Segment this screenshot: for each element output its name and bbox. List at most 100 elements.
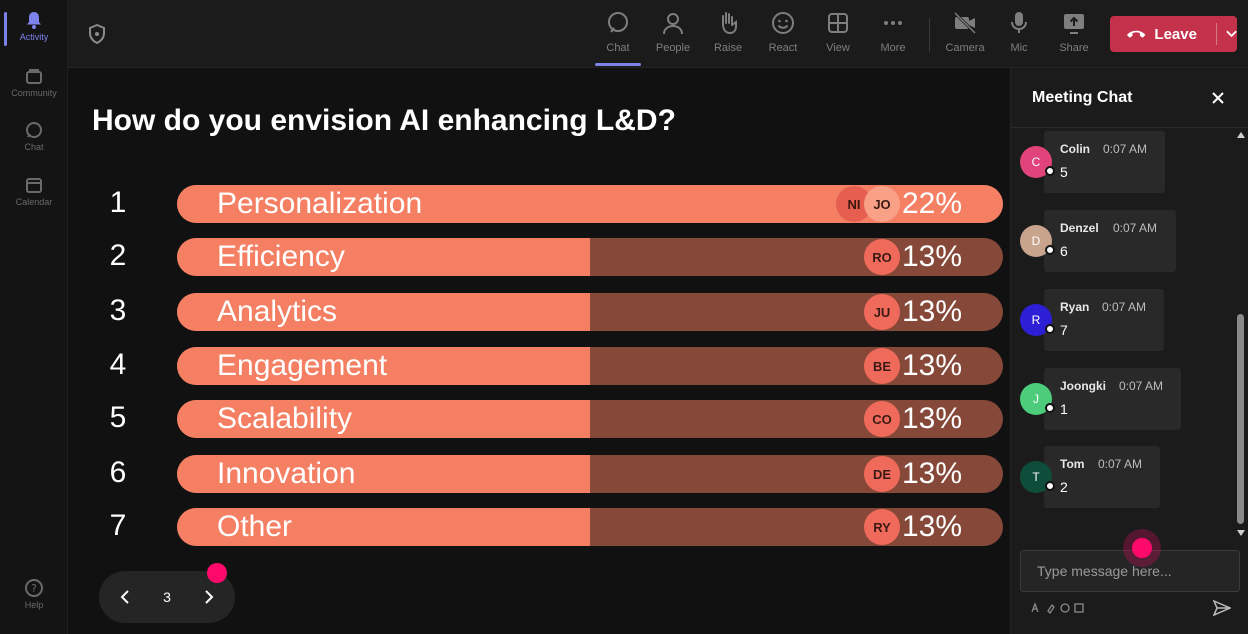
- avatar: RY: [864, 509, 900, 545]
- chat-message[interactable]: Ryan 0:07 AM 7: [1044, 289, 1164, 351]
- toolbar-label: More: [880, 42, 906, 54]
- option-bar: Efficiency RO 13%: [177, 238, 1003, 276]
- chat-message[interactable]: Colin 0:07 AM 5: [1044, 131, 1165, 193]
- avatar[interactable]: D: [1020, 225, 1055, 257]
- chat-message[interactable]: Tom 0:07 AM 2: [1044, 446, 1160, 508]
- toolbar-people-button[interactable]: People: [648, 10, 698, 54]
- toolbar-mic-button[interactable]: Mic: [994, 10, 1044, 54]
- avatar-initial: D: [1031, 234, 1041, 248]
- option-bar-fill: [177, 455, 590, 493]
- avatar[interactable]: T: [1020, 461, 1055, 493]
- format-tools-icon[interactable]: [1031, 602, 1091, 614]
- rail-item-chat[interactable]: Chat: [0, 120, 68, 152]
- poll-option-row: 4 Engagement BE 13%: [68, 347, 1010, 385]
- rail-label: Community: [11, 88, 57, 98]
- shield-icon[interactable]: [88, 24, 106, 44]
- option-percent: 22%: [901, 187, 962, 220]
- scroll-thumb[interactable]: [1237, 314, 1244, 524]
- avatar-initial: T: [1032, 470, 1040, 484]
- option-rank: 6: [109, 456, 127, 489]
- avatar-initial: J: [1033, 392, 1039, 406]
- chat-message[interactable]: Joongki 0:07 AM 1: [1044, 368, 1181, 430]
- avatar: BE: [864, 348, 900, 384]
- message-sender: Colin: [1060, 142, 1090, 156]
- option-rank: 3: [109, 294, 127, 327]
- message-input[interactable]: [1021, 551, 1239, 591]
- option-bar: Scalability CO 13%: [177, 400, 1003, 438]
- poll-option-row: 7 Other RY 13%: [68, 508, 1010, 546]
- chat-scrollbar[interactable]: [1233, 128, 1248, 542]
- chevron-left-icon[interactable]: [118, 589, 132, 605]
- close-icon[interactable]: [1211, 91, 1225, 105]
- community-icon: [26, 69, 42, 84]
- message-time: 0:07 AM: [1102, 300, 1147, 314]
- message-sender: Tom: [1060, 457, 1085, 471]
- smile-icon: [772, 12, 794, 34]
- toolbar-more-button[interactable]: More: [868, 10, 918, 54]
- toolbar-camera-button[interactable]: Camera: [940, 10, 990, 54]
- message-time: 0:07 AM: [1098, 457, 1143, 471]
- avatar[interactable]: R: [1020, 304, 1055, 336]
- rail-item-help[interactable]: ? Help: [0, 578, 68, 610]
- meeting-chat-panel: Meeting Chat Colin 0:07 AM 5 C Denzel 0:07 AM…: [1010, 68, 1248, 634]
- presence-status-icon: [1045, 481, 1055, 491]
- toolbar-label: Mic: [1010, 42, 1028, 54]
- option-rank: 5: [109, 401, 127, 434]
- option-percent: 13%: [901, 295, 962, 328]
- chevron-down-icon[interactable]: [1226, 30, 1237, 38]
- option-bar: Personalization NI JO 22%: [177, 185, 1003, 223]
- poll-option-row: 3 Analytics JU 13%: [68, 293, 1010, 331]
- presence-status-icon: [1045, 324, 1055, 334]
- message-input-box[interactable]: [1020, 550, 1240, 592]
- grid-icon: [828, 13, 848, 33]
- message-sender: Joongki: [1060, 379, 1107, 393]
- option-percent: 13%: [901, 402, 962, 435]
- chat-message[interactable]: Denzel 0:07 AM 6: [1044, 210, 1176, 272]
- toolbar-chat-button[interactable]: Chat: [593, 10, 643, 66]
- toolbar-label: View: [826, 42, 850, 54]
- toolbar-view-button[interactable]: View: [813, 10, 863, 54]
- presence-status-icon: [1045, 245, 1055, 255]
- voter-avatars: DE: [864, 456, 900, 492]
- leave-label: Leave: [1154, 25, 1197, 43]
- voter-avatars: CO: [864, 401, 900, 437]
- toolbar-label: People: [655, 42, 691, 54]
- toolbar-share-button[interactable]: Share: [1049, 10, 1099, 54]
- voter-avatars: RY: [864, 509, 900, 545]
- chat-header: Meeting Chat: [1011, 68, 1248, 128]
- option-percent: 13%: [901, 349, 962, 382]
- message-text: 5: [1060, 164, 1068, 180]
- pointer-indicator: [207, 563, 227, 583]
- rail-label: Calendar: [15, 197, 53, 207]
- option-bar-fill: [177, 238, 590, 276]
- option-label: Personalization: [217, 187, 423, 220]
- option-bar: Other RY 13%: [177, 508, 1003, 546]
- rail-item-activity[interactable]: Activity: [0, 10, 68, 46]
- avatar: JO: [864, 186, 900, 222]
- voter-avatars: RO: [864, 239, 900, 275]
- voter-avatars: NI JO: [836, 186, 900, 222]
- scroll-down-icon[interactable]: [1237, 530, 1245, 536]
- click-indicator: [1123, 529, 1161, 567]
- message-text: 2: [1060, 479, 1068, 495]
- leave-button[interactable]: Leave: [1110, 16, 1237, 52]
- toolbar-react-button[interactable]: React: [758, 10, 808, 54]
- chevron-right-icon[interactable]: [202, 589, 216, 605]
- message-sender: Ryan: [1060, 300, 1090, 314]
- poll-question: How do you envision AI enhancing L&D?: [92, 104, 676, 137]
- poll-option-row: 1 Personalization NI JO 22%: [68, 185, 1010, 223]
- option-percent: 13%: [901, 457, 962, 490]
- toolbar-raise-button[interactable]: Raise: [703, 10, 753, 54]
- scroll-up-icon[interactable]: [1237, 132, 1245, 138]
- avatar[interactable]: J: [1020, 383, 1055, 415]
- option-label: Innovation: [217, 457, 356, 490]
- rail-item-community[interactable]: Community: [0, 66, 68, 98]
- avatar-initial: R: [1031, 313, 1041, 327]
- option-bar: Analytics JU 13%: [177, 293, 1003, 331]
- send-icon[interactable]: [1213, 599, 1231, 617]
- message-time: 0:07 AM: [1119, 379, 1164, 393]
- leave-divider: [1215, 23, 1217, 45]
- avatar[interactable]: C: [1020, 146, 1055, 178]
- option-bar-fill: [177, 508, 590, 546]
- rail-item-calendar[interactable]: Calendar: [0, 175, 68, 207]
